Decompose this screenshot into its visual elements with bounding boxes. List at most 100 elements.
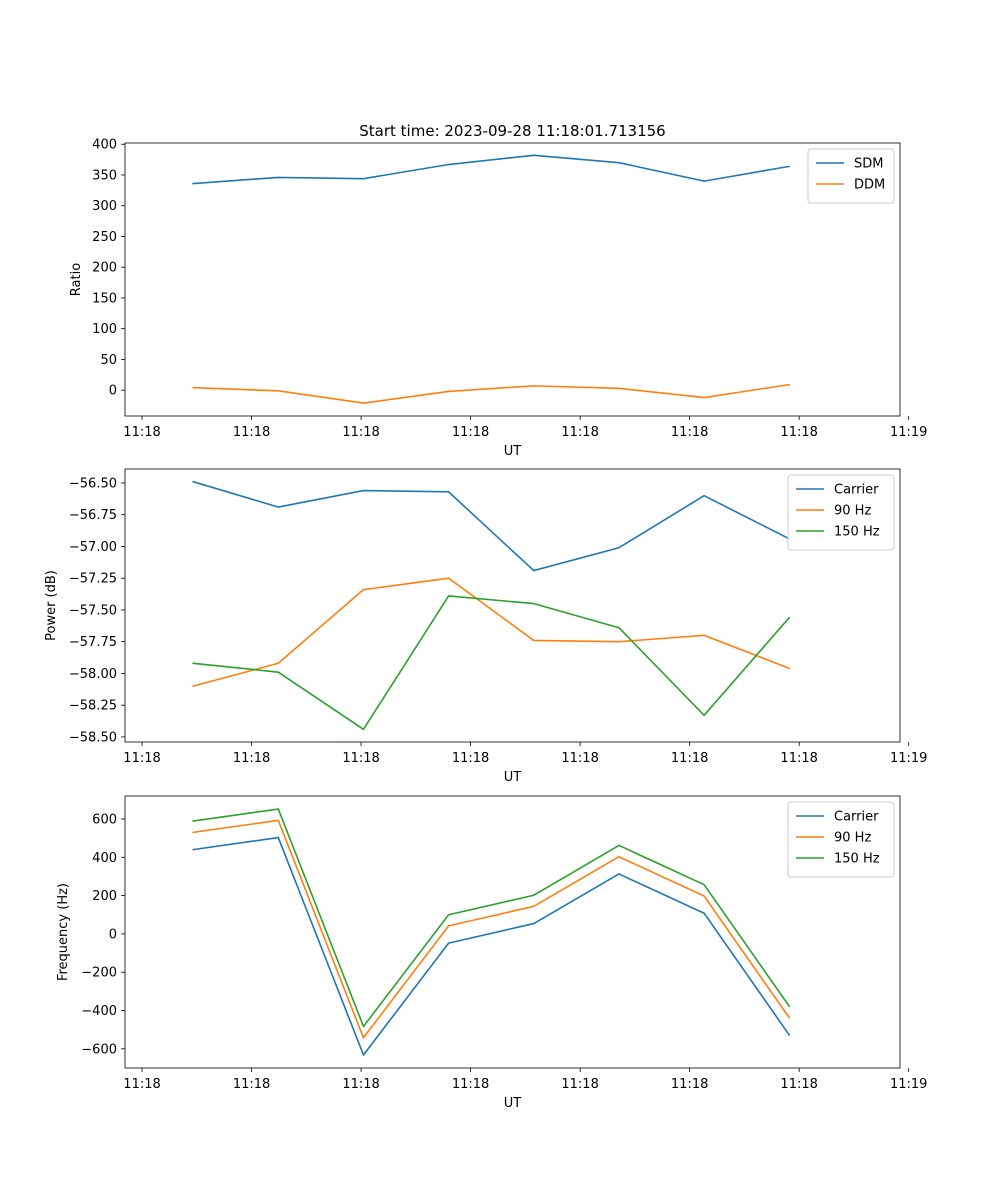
data-point (788, 165, 791, 168)
data-point (362, 728, 365, 731)
data-point (277, 836, 280, 839)
x-tick-label: 11:18 (452, 1077, 489, 1092)
data-point (532, 905, 535, 908)
series-line-90-hz (192, 577, 790, 687)
data-point (192, 848, 194, 851)
data-point (277, 808, 280, 810)
data-point (703, 494, 705, 497)
data-point (277, 671, 280, 673)
data-point (447, 925, 450, 927)
data-point (788, 1034, 791, 1036)
subplot-3: 11:18 11:18 11:18 11:18 11:18 11:18 11:18 11:19… (56, 795, 927, 1111)
data-point (703, 912, 705, 915)
series-line-ddm (193, 383, 790, 404)
data-point (277, 176, 280, 179)
y-tick-label: 50 (100, 353, 117, 368)
data-point (192, 820, 194, 822)
y-tick-label: 0 (109, 384, 117, 399)
data-point (618, 161, 620, 164)
axes-frame (124, 468, 901, 743)
y-tick-label: −57.00 (69, 540, 117, 555)
data-point (788, 667, 791, 670)
data-point (192, 685, 194, 687)
data-point (192, 480, 194, 483)
y-tick-label: −600 (81, 1042, 117, 1057)
data-point (192, 831, 194, 834)
x-axis-label: UT (504, 444, 522, 459)
x-tick-label: 11:18 (780, 1077, 817, 1092)
data-point (447, 913, 450, 916)
x-axis-label: UT (504, 1096, 522, 1111)
y-tick-label: −58.25 (69, 699, 117, 714)
series-line-150-hz (193, 808, 790, 1028)
y-tick-label: −57.50 (69, 603, 117, 618)
data-point (788, 383, 791, 386)
x-tick-label: 11:18 (452, 425, 489, 440)
data-point (362, 402, 365, 404)
x-tick-label: 11:18 (452, 751, 489, 766)
data-point (703, 895, 705, 897)
data-point (362, 1025, 365, 1028)
data-point (447, 390, 450, 393)
y-tick-label: −57.75 (69, 635, 117, 650)
x-tick-label: 11:19 (890, 1077, 927, 1092)
legend-label: 150 Hz (834, 852, 880, 867)
data-point (618, 387, 620, 390)
legend: SDM DDM (807, 148, 895, 204)
y-tick-label: 0 (109, 927, 117, 942)
data-point (362, 588, 365, 591)
data-point (447, 942, 450, 944)
y-axis-label: Ratio (69, 263, 84, 296)
data-point (447, 595, 450, 597)
series-line-carrier (192, 480, 790, 572)
y-axis-label: Frequency (Hz) (56, 883, 71, 981)
legend-label: Carrier (834, 810, 879, 825)
series-line-carrier (193, 836, 790, 1056)
data-point (703, 714, 705, 717)
axes-frame (124, 142, 901, 417)
y-tick-label: 250 (92, 230, 117, 245)
x-tick-label: 11:18 (671, 1077, 708, 1092)
data-point (362, 1036, 365, 1039)
data-point (192, 182, 194, 185)
axes-frame (124, 795, 901, 1069)
legend-label: DDM (854, 178, 885, 193)
y-tick-label: 600 (92, 812, 117, 827)
data-point (618, 855, 620, 858)
data-point (277, 662, 280, 665)
data-point (447, 491, 450, 493)
data-point (788, 1017, 791, 1019)
y-tick-label: −200 (81, 966, 117, 981)
data-point (788, 1005, 791, 1008)
data-point (532, 894, 535, 897)
x-tick-label: 11:18 (123, 425, 160, 440)
x-tick-label: 11:18 (671, 425, 708, 440)
data-point (532, 385, 535, 387)
legend: Carrier 90 Hz 150 Hz (787, 474, 895, 551)
y-tick-label: 400 (92, 138, 117, 153)
subplot-1: 11:18 11:18 11:18 11:18 11:18 11:18 11:18 11:19… (69, 138, 927, 459)
series-line-150-hz (193, 595, 790, 731)
y-tick-label: −400 (81, 1004, 117, 1019)
data-point (277, 506, 280, 508)
figure-title: Start time: 2023-09-28 11:18:01.713156 (359, 122, 665, 140)
y-tick-label: −56.75 (69, 508, 117, 523)
subplot-2: 11:18 11:18 11:18 11:18 11:18 11:18 11:18 11:19… (44, 468, 927, 785)
x-tick-label: 11:18 (123, 1077, 160, 1092)
y-tick-label: −56.50 (69, 476, 117, 491)
data-point (618, 873, 620, 875)
x-axis-label: UT (504, 770, 522, 785)
x-tick-label: 11:18 (671, 751, 708, 766)
data-point (362, 489, 365, 492)
x-tick-label: 11:18 (342, 425, 379, 440)
data-point (192, 386, 194, 389)
data-point (532, 922, 535, 925)
data-point (277, 389, 280, 392)
x-tick-label: 11:18 (780, 751, 817, 766)
data-point (703, 180, 705, 182)
x-tick-label: 11:18 (342, 1077, 379, 1092)
x-tick-label: 11:18 (233, 425, 270, 440)
data-point (703, 883, 705, 886)
y-tick-label: −57.25 (69, 572, 117, 587)
